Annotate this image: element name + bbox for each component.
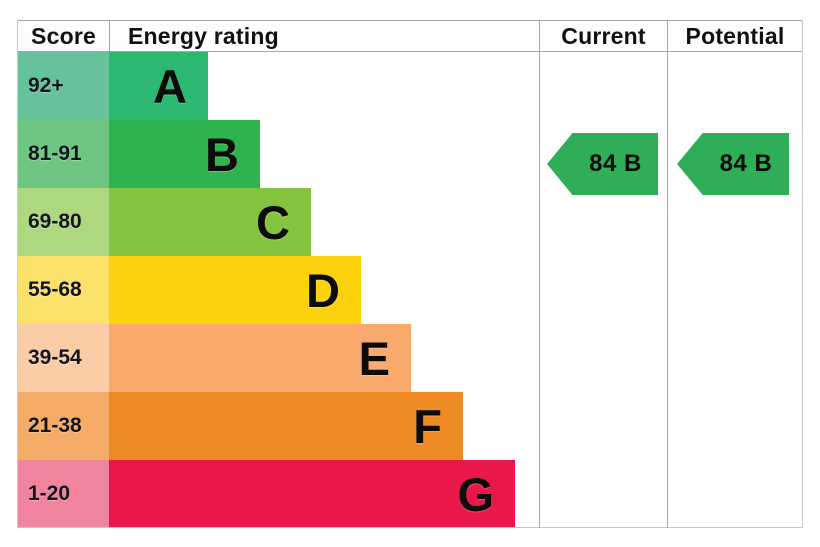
rating-row-f: 21-38 F xyxy=(17,392,539,460)
score-range-cell: 39-54 xyxy=(17,324,109,392)
rating-letter: G xyxy=(457,467,494,521)
score-range-cell: 69-80 xyxy=(17,188,109,256)
column-header-energy-rating: Energy rating xyxy=(110,20,539,52)
rating-row-a: 92+ A xyxy=(17,52,539,120)
energy-rating-chart: Score Energy rating Current Potential 92… xyxy=(17,20,803,528)
rating-bar: B xyxy=(109,120,260,188)
rating-bar: A xyxy=(109,52,208,120)
rating-row-b: 81-91 B xyxy=(17,120,539,188)
column-header-current: Current xyxy=(540,20,667,52)
column-header-potential: Potential xyxy=(668,20,802,52)
column-header-score: Score xyxy=(18,20,109,52)
table-right-border xyxy=(802,20,803,528)
rating-row-d: 55-68 D xyxy=(17,256,539,324)
rating-row-e: 39-54 E xyxy=(17,324,539,392)
rating-bar: G xyxy=(109,460,515,528)
rating-bar: E xyxy=(109,324,411,392)
rating-letter: D xyxy=(306,263,340,317)
score-range-cell: 81-91 xyxy=(17,120,109,188)
rating-letter: A xyxy=(153,59,187,113)
table-left-border xyxy=(17,20,18,528)
header-underline xyxy=(17,51,803,52)
score-range-cell: 21-38 xyxy=(17,392,109,460)
potential-rating-arrow: 84 B xyxy=(677,133,789,195)
rating-rows: 92+ A 81-91 B 69-80 C 55-68 D xyxy=(17,52,539,528)
current-rating-arrow: 84 B xyxy=(547,133,658,195)
rating-letter: E xyxy=(358,331,390,385)
score-header-divider xyxy=(109,20,110,52)
rating-row-c: 69-80 C xyxy=(17,188,539,256)
rating-row-g: 1-20 G xyxy=(17,460,539,528)
rating-bar: C xyxy=(109,188,311,256)
potential-column-divider xyxy=(667,20,668,528)
current-column-divider xyxy=(539,20,540,528)
table-bottom-border xyxy=(17,527,803,528)
score-range-cell: 92+ xyxy=(17,52,109,120)
score-range-cell: 55-68 xyxy=(17,256,109,324)
rating-bar: F xyxy=(109,392,463,460)
rating-bar: D xyxy=(109,256,361,324)
table-top-border xyxy=(17,20,803,21)
rating-letter: B xyxy=(205,127,239,181)
score-range-cell: 1-20 xyxy=(17,460,109,528)
rating-letter: C xyxy=(256,195,290,249)
rating-letter: F xyxy=(413,399,442,453)
